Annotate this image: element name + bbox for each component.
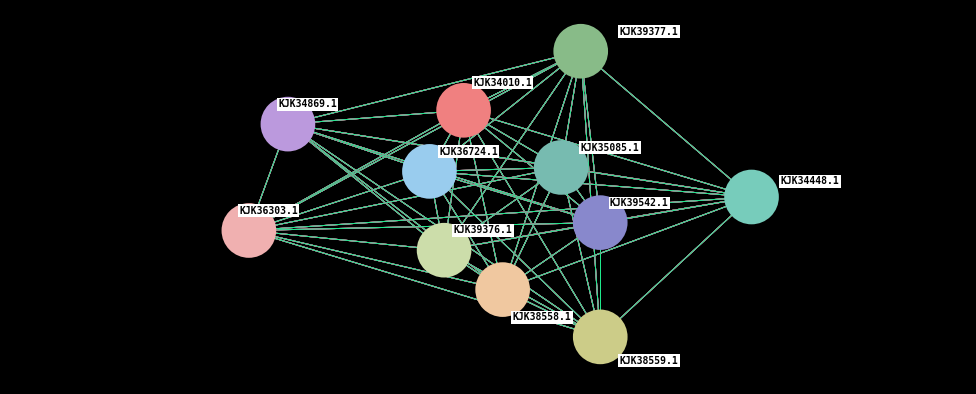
Text: KJK34010.1: KJK34010.1 [473,78,532,88]
Text: KJK38559.1: KJK38559.1 [620,355,678,366]
Text: KJK39377.1: KJK39377.1 [620,26,678,37]
Text: KJK38558.1: KJK38558.1 [512,312,571,322]
Text: KJK36724.1: KJK36724.1 [439,147,498,157]
Text: KJK39542.1: KJK39542.1 [610,198,669,208]
Text: KJK35085.1: KJK35085.1 [581,143,639,153]
Ellipse shape [534,140,589,195]
Ellipse shape [573,195,628,250]
Text: KJK34869.1: KJK34869.1 [278,99,337,110]
Ellipse shape [436,83,491,138]
Text: KJK34448.1: KJK34448.1 [781,176,839,186]
Ellipse shape [475,262,530,317]
Ellipse shape [417,223,471,277]
Ellipse shape [222,203,276,258]
Ellipse shape [261,97,315,151]
Ellipse shape [553,24,608,78]
Text: KJK36303.1: KJK36303.1 [239,206,298,216]
Ellipse shape [724,170,779,224]
Text: KJK39376.1: KJK39376.1 [454,225,512,236]
Ellipse shape [402,144,457,199]
Ellipse shape [573,310,628,364]
